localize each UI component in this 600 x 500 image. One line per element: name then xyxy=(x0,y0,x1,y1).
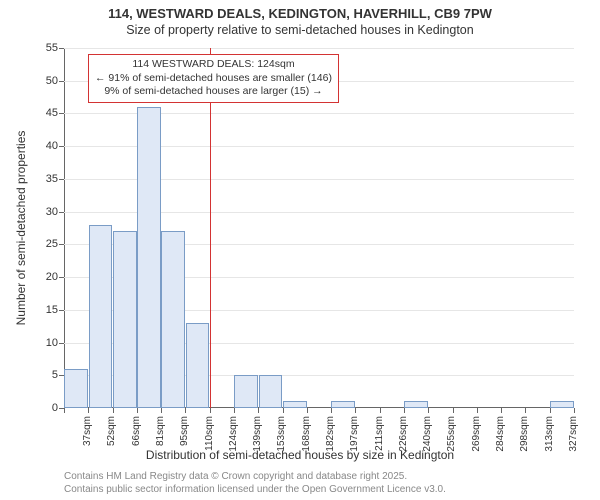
y-tick-label: 50 xyxy=(30,75,58,87)
x-tick xyxy=(210,408,211,413)
histogram-bar xyxy=(113,231,137,408)
y-tick-label: 35 xyxy=(30,173,58,185)
x-tick xyxy=(283,408,284,413)
footer-line-1: Contains HM Land Registry data © Crown c… xyxy=(64,470,446,483)
histogram-bar xyxy=(331,401,355,408)
y-tick xyxy=(59,48,64,49)
x-tick xyxy=(453,408,454,413)
y-tick-label: 10 xyxy=(30,337,58,349)
annotation-line: ← 91% of semi-detached houses are smalle… xyxy=(95,72,332,86)
x-tick xyxy=(477,408,478,413)
y-axis-title: Number of semi-detached properties xyxy=(14,131,28,326)
y-tick xyxy=(59,244,64,245)
histogram-bar xyxy=(234,375,258,408)
histogram-bar xyxy=(259,375,283,408)
y-axis-line xyxy=(64,48,65,408)
y-tick-label: 45 xyxy=(30,107,58,119)
x-tick xyxy=(574,408,575,413)
annotation-line: 114 WESTWARD DEALS: 124sqm xyxy=(95,58,332,72)
histogram-bar xyxy=(186,323,210,408)
y-tick-label: 15 xyxy=(30,304,58,316)
x-tick xyxy=(525,408,526,413)
histogram-bar xyxy=(137,107,161,408)
x-tick xyxy=(137,408,138,413)
x-tick xyxy=(64,408,65,413)
x-tick xyxy=(258,408,259,413)
y-tick-label: 30 xyxy=(30,206,58,218)
x-tick xyxy=(113,408,114,413)
y-tick-label: 5 xyxy=(30,369,58,381)
y-tick xyxy=(59,343,64,344)
annotation-line: 9% of semi-detached houses are larger (1… xyxy=(95,85,332,99)
x-tick xyxy=(550,408,551,413)
y-tick-label: 0 xyxy=(30,402,58,414)
x-tick xyxy=(161,408,162,413)
y-tick-label: 55 xyxy=(30,42,58,54)
y-tick-label: 25 xyxy=(30,238,58,250)
y-tick xyxy=(59,81,64,82)
y-tick-label: 20 xyxy=(30,271,58,283)
annotation-box: 114 WESTWARD DEALS: 124sqm← 91% of semi-… xyxy=(88,54,339,103)
histogram-bar xyxy=(89,225,113,408)
histogram-bar xyxy=(283,401,307,408)
histogram-bar xyxy=(64,369,88,408)
x-tick xyxy=(380,408,381,413)
histogram-bar xyxy=(550,401,574,408)
x-tick xyxy=(185,408,186,413)
x-tick xyxy=(355,408,356,413)
chart-title-main: 114, WESTWARD DEALS, KEDINGTON, HAVERHIL… xyxy=(0,6,600,21)
x-tick xyxy=(331,408,332,413)
y-tick xyxy=(59,310,64,311)
footer-line-2: Contains public sector information licen… xyxy=(64,483,446,496)
x-tick xyxy=(404,408,405,413)
chart-title-block: 114, WESTWARD DEALS, KEDINGTON, HAVERHIL… xyxy=(0,6,600,37)
x-axis-title: Distribution of semi-detached houses by … xyxy=(0,448,600,462)
gridline xyxy=(64,48,574,49)
y-tick-label: 40 xyxy=(30,140,58,152)
y-tick xyxy=(59,277,64,278)
y-tick xyxy=(59,179,64,180)
y-tick xyxy=(59,146,64,147)
x-tick xyxy=(88,408,89,413)
plot-area: 051015202530354045505537sqm52sqm66sqm81s… xyxy=(64,48,574,408)
histogram-bar xyxy=(404,401,428,408)
histogram-bar xyxy=(161,231,185,408)
chart-title-sub: Size of property relative to semi-detach… xyxy=(0,23,600,37)
x-tick xyxy=(234,408,235,413)
x-tick xyxy=(307,408,308,413)
chart-footer: Contains HM Land Registry data © Crown c… xyxy=(64,470,446,496)
x-tick xyxy=(428,408,429,413)
property-size-histogram: 114, WESTWARD DEALS, KEDINGTON, HAVERHIL… xyxy=(0,0,600,500)
y-tick xyxy=(59,113,64,114)
y-tick xyxy=(59,212,64,213)
x-tick xyxy=(501,408,502,413)
